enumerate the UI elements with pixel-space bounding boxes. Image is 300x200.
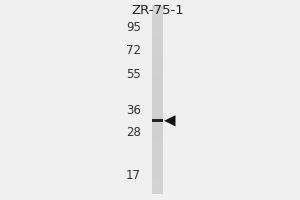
Bar [152, 131, 163, 134]
Bar [152, 138, 163, 141]
Bar [152, 87, 163, 91]
Bar [152, 125, 163, 128]
Text: 17: 17 [126, 169, 141, 182]
Bar [152, 25, 163, 28]
Bar [152, 40, 163, 44]
Bar [152, 81, 163, 84]
Bar [152, 37, 163, 40]
Bar [152, 128, 163, 131]
Text: 72: 72 [126, 44, 141, 57]
Bar [152, 160, 163, 163]
Bar [152, 150, 163, 153]
Bar [152, 109, 163, 113]
Bar [152, 34, 163, 37]
Bar [152, 188, 163, 191]
Bar [152, 163, 163, 166]
Bar [152, 69, 163, 72]
Bar [152, 50, 163, 53]
Bar [152, 153, 163, 156]
Bar [152, 119, 163, 122]
Bar [152, 156, 163, 160]
Bar [152, 72, 163, 75]
Bar [152, 53, 163, 56]
Bar [152, 91, 163, 94]
Bar [152, 116, 163, 119]
Bar [152, 44, 163, 47]
Bar [152, 22, 163, 25]
Bar [152, 19, 163, 22]
Bar [152, 141, 163, 144]
Bar [152, 28, 163, 31]
Bar [152, 172, 163, 175]
Text: 36: 36 [126, 104, 141, 117]
Text: 55: 55 [126, 68, 141, 81]
Bar [152, 147, 163, 150]
Bar [152, 6, 163, 9]
Bar [152, 191, 163, 194]
Bar [152, 134, 163, 138]
Bar [152, 84, 163, 87]
Bar [152, 144, 163, 147]
Bar [152, 169, 163, 172]
Bar [152, 178, 163, 181]
Text: 95: 95 [126, 21, 141, 34]
Bar [152, 100, 163, 103]
Bar [152, 166, 163, 169]
Bar [152, 175, 163, 178]
Bar [152, 119, 163, 122]
Bar [152, 106, 163, 109]
Bar [152, 62, 163, 66]
Bar [152, 122, 163, 125]
Polygon shape [164, 115, 176, 126]
Bar [152, 12, 163, 15]
Text: 28: 28 [126, 126, 141, 139]
Bar [152, 185, 163, 188]
Bar [152, 97, 163, 100]
Bar [152, 31, 163, 34]
Bar [152, 59, 163, 62]
Bar [152, 113, 163, 116]
Bar [152, 47, 163, 50]
Bar [152, 94, 163, 97]
Text: ZR-75-1: ZR-75-1 [131, 4, 184, 17]
Bar [152, 9, 163, 12]
Bar [152, 181, 163, 185]
Bar [152, 56, 163, 59]
Bar [152, 15, 163, 19]
Bar [152, 75, 163, 78]
Bar [152, 66, 163, 69]
Bar [152, 103, 163, 106]
Bar [152, 78, 163, 81]
